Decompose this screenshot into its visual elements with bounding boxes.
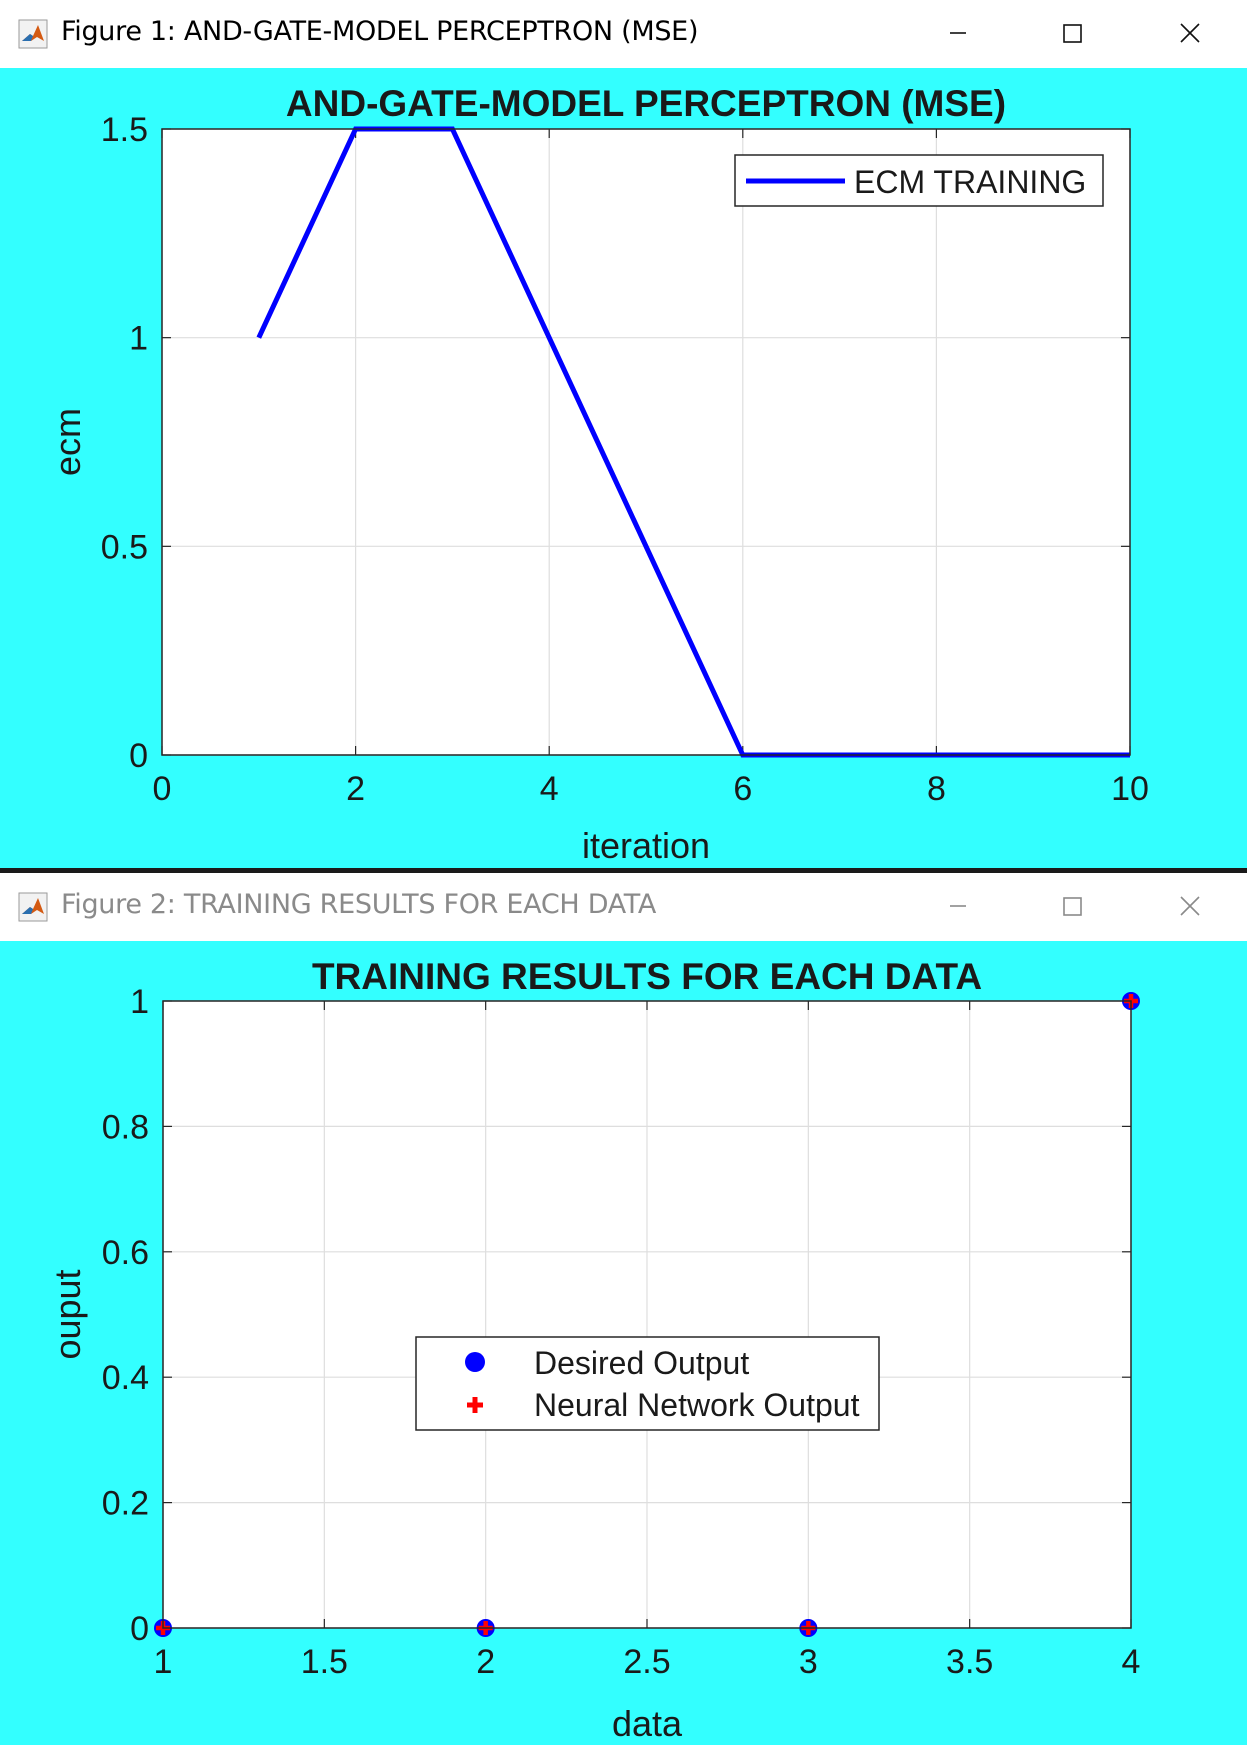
window-separator: [0, 868, 1247, 873]
y-tick-label: 0.5: [101, 528, 148, 566]
maximize-icon: [1063, 897, 1082, 916]
close-icon: [1180, 23, 1200, 43]
chart-title: TRAINING RESULTS FOR EACH DATA: [312, 956, 982, 997]
training-results-scatter-chart: 1 1.5 2 2.5 3 3.5 4 0 0.2 0.4 0.6 0.8 1 TRAINING RESU…: [47, 956, 1141, 1744]
x-tick-label: 3: [799, 1643, 818, 1681]
legend: Desired Output Neural Network Output: [415, 1336, 880, 1431]
maximize-button[interactable]: [1032, 873, 1112, 940]
y-tick-label: 0: [130, 1610, 149, 1648]
x-tick-label: 2: [346, 770, 365, 808]
y-tick-label: 0.4: [102, 1359, 149, 1397]
x-tick-label: 8: [927, 770, 946, 808]
ecm-line-chart: 0 2 4 6 8 10 0 0.5 1 1.5 AND-GATE-MODEL PERCEPTRON…: [47, 83, 1149, 866]
y-tick-label: 0.6: [102, 1234, 149, 1272]
window-title: Figure 2: TRAINING RESULTS FOR EACH DATA: [61, 889, 657, 920]
x-tick-label: 1.5: [301, 1643, 348, 1681]
minimize-button[interactable]: [918, 0, 998, 67]
legend: ECM TRAINING: [734, 154, 1104, 207]
x-tick-label: 2.5: [623, 1643, 670, 1681]
y-tick-label: 1: [129, 320, 148, 358]
y-axis-label: ouput: [47, 1269, 88, 1359]
chart-title: AND-GATE-MODEL PERCEPTRON (MSE): [286, 83, 1006, 124]
y-tick-label: 1.5: [101, 111, 148, 149]
minimize-icon: [950, 905, 966, 907]
x-axis-label: iteration: [582, 825, 710, 866]
x-tick-label: 4: [540, 770, 559, 808]
legend-entry-label: Desired Output: [534, 1345, 749, 1381]
y-tick-label: 0.2: [102, 1485, 149, 1523]
y-tick-label: 0: [129, 737, 148, 775]
legend-circle-swatch: [465, 1352, 485, 1372]
plot-area: [162, 129, 1130, 755]
minimize-icon: [950, 32, 966, 34]
legend-box: [415, 1336, 880, 1431]
x-tick-label: 6: [733, 770, 752, 808]
window-title: Figure 1: AND-GATE-MODEL PERCEPTRON (MSE…: [61, 16, 699, 47]
x-tick-label: 10: [1111, 770, 1149, 808]
close-icon: [1180, 896, 1200, 916]
maximize-button[interactable]: [1032, 0, 1112, 67]
y-tick-label: 0.8: [102, 1108, 149, 1146]
maximize-icon: [1063, 24, 1082, 43]
legend-entry-label: ECM TRAINING: [854, 164, 1086, 200]
axes-box: [162, 1000, 1132, 1629]
y-axis-label: ecm: [47, 408, 88, 476]
x-tick-label: 0: [153, 770, 172, 808]
figure1-window: Figure 1: AND-GATE-MODEL PERCEPTRON (MSE…: [0, 0, 1247, 868]
axes-box: [161, 128, 1131, 756]
x-tick-label: 4: [1122, 1643, 1141, 1681]
matlab-icon: [18, 19, 48, 49]
close-button[interactable]: [1150, 873, 1230, 940]
x-tick-label: 1: [154, 1643, 173, 1681]
figure2-window: Figure 2: TRAINING RESULTS FOR EACH DATA…: [0, 873, 1247, 1745]
figure2-titlebar[interactable]: Figure 2: TRAINING RESULTS FOR EACH DATA: [0, 873, 1247, 940]
figure2-canvas: 1 1.5 2 2.5 3 3.5 4 0 0.2 0.4 0.6 0.8 1 TRAINING RESU…: [0, 941, 1247, 1745]
close-button[interactable]: [1150, 0, 1230, 67]
legend-plus-swatch: [467, 1397, 483, 1413]
figure1-canvas: 0 2 4 6 8 10 0 0.5 1 1.5 AND-GATE-MODEL PERCEPTRON…: [0, 68, 1247, 868]
figure1-titlebar[interactable]: Figure 1: AND-GATE-MODEL PERCEPTRON (MSE…: [0, 0, 1247, 67]
x-tick-label: 2: [476, 1643, 495, 1681]
y-tick-label: 1: [130, 983, 149, 1021]
x-axis-label: data: [612, 1703, 683, 1744]
minimize-button[interactable]: [918, 873, 998, 940]
matlab-icon: [18, 892, 48, 922]
x-tick-label: 3.5: [946, 1643, 993, 1681]
legend-entry-label: Neural Network Output: [534, 1387, 860, 1423]
